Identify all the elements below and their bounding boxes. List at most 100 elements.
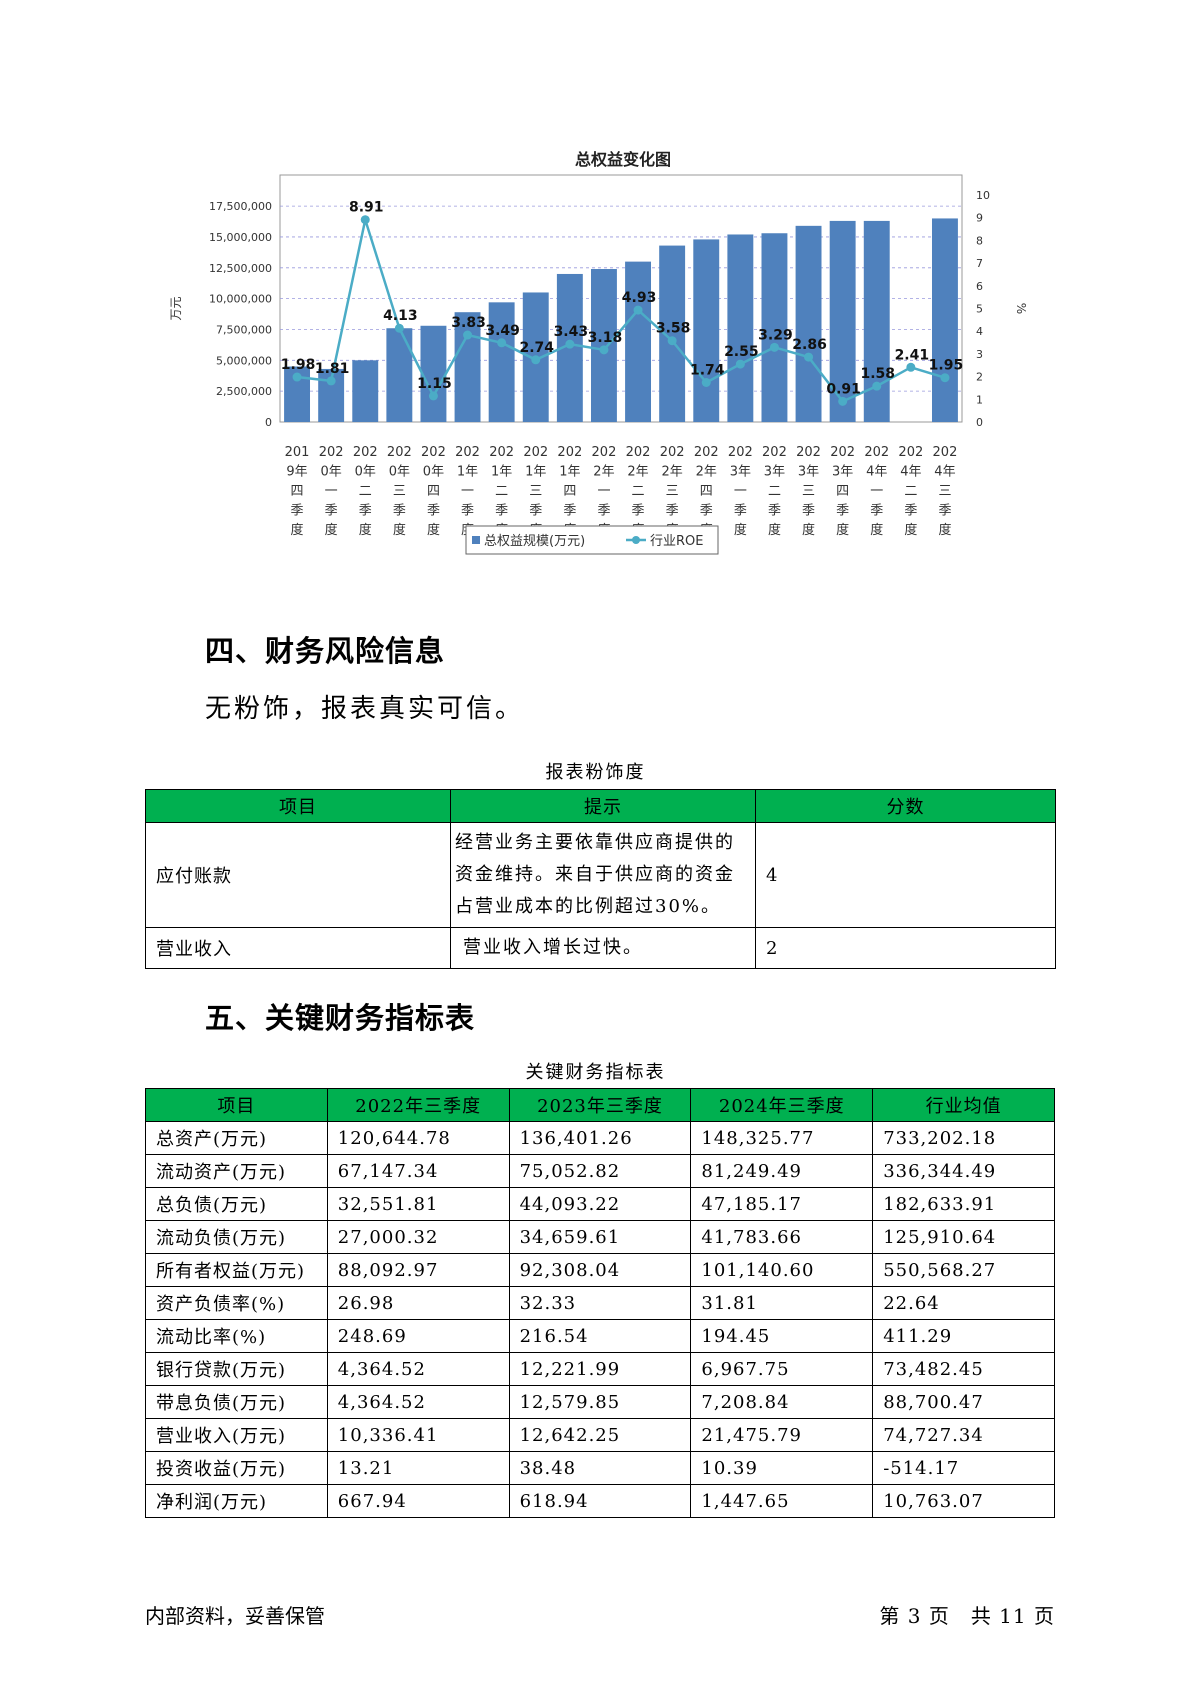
metric-value: 21,475.79	[690, 1418, 874, 1452]
header-cell: 分数	[755, 789, 1056, 823]
header-cell: 项目	[145, 789, 451, 823]
metric-value: 216.54	[508, 1319, 692, 1353]
x-tick-label: 季	[836, 504, 849, 519]
y2-tick-label: 7	[976, 257, 983, 270]
bar	[352, 360, 379, 422]
roe-data-label: 1.15	[417, 376, 452, 392]
x-tick-label: 202	[728, 445, 753, 460]
metric-value: 148,325.77	[690, 1121, 874, 1155]
footer-confidential: 内部资料，妥善保管	[145, 1604, 325, 1628]
y-tick-label: 10,000,000	[209, 293, 272, 306]
section-5-heading: 五、关键财务指标表	[205, 1001, 476, 1035]
risk-table: 项目 提示 分数 应付账款 经营业务主要依靠供应商提供的资金维持。来自于供应商的…	[145, 789, 1056, 969]
metric-value: 31.81	[690, 1286, 874, 1320]
x-tick-label: 202	[455, 445, 480, 460]
x-tick-label: 二	[632, 484, 645, 499]
x-tick-label: 度	[325, 522, 338, 538]
metric-value: 667.94	[326, 1484, 510, 1518]
x-tick-label: 季	[325, 504, 338, 519]
x-tick-label: 季	[802, 504, 815, 519]
chart-title: 总权益变化图	[575, 150, 671, 169]
table-row: 总资产(万元) 120,644.78 136,401.26 148,325.77 733…	[145, 1121, 1055, 1155]
header-cell: 提示	[450, 789, 756, 823]
risk-tip: 经营业务主要依靠供应商提供的资金维持。来自于供应商的资金占营业成本的比例超过30…	[450, 822, 756, 928]
roe-point	[633, 305, 643, 315]
x-tick-label: 3年	[764, 465, 785, 480]
bar	[931, 218, 958, 422]
metric-value: 101,140.60	[690, 1253, 874, 1287]
roe-data-label: 1.95	[929, 358, 964, 374]
x-tick-label: 二	[768, 484, 781, 499]
metric-value: 618.94	[508, 1484, 692, 1518]
x-tick-label: 季	[291, 504, 304, 519]
x-tick-label: 季	[393, 504, 406, 519]
metric-value: 733,202.18	[872, 1121, 1055, 1155]
header-cell: 2023年三季度	[508, 1088, 692, 1122]
roe-data-label: 3.18	[588, 330, 623, 346]
x-tick-label: 4年	[866, 465, 887, 480]
x-tick-label: 度	[938, 522, 951, 538]
roe-data-label: 3.43	[554, 324, 589, 340]
risk-item: 应付账款	[145, 822, 451, 928]
x-tick-label: 一	[870, 484, 883, 499]
table-row: 流动比率(%) 248.69 216.54 194.45 411.29	[145, 1319, 1055, 1353]
x-tick-label: 度	[802, 522, 815, 538]
roe-point	[428, 391, 438, 401]
y2-tick-label: 4	[976, 325, 983, 338]
header-cell: 2024年三季度	[690, 1088, 874, 1122]
roe-point	[292, 372, 302, 382]
x-tick-label: 2年	[627, 465, 648, 480]
x-tick-label: 一	[461, 484, 474, 499]
x-tick-label: 3年	[832, 465, 853, 480]
metric-value: 73,482.45	[872, 1352, 1055, 1386]
metric-name: 投资收益(万元)	[145, 1451, 328, 1485]
metric-name: 净利润(万元)	[145, 1484, 328, 1518]
roe-point	[463, 330, 473, 340]
x-tick-label: 202	[592, 445, 617, 460]
x-tick-label: 一	[734, 484, 747, 499]
metric-name: 总负债(万元)	[145, 1187, 328, 1221]
roe-data-label: 1.98	[281, 357, 316, 373]
metric-value: 32.33	[508, 1286, 692, 1320]
x-tick-label: 季	[938, 504, 951, 519]
legend-swatch-point	[632, 536, 640, 544]
bar	[420, 325, 447, 422]
table-row: 所有者权益(万元) 88,092.97 92,308.04 101,140.60 550…	[145, 1253, 1055, 1287]
roe-data-label: 4.13	[383, 308, 418, 324]
metric-value: 10,763.07	[872, 1484, 1055, 1518]
bar	[386, 328, 413, 422]
table-row: 资产负债率(%) 26.98 32.33 31.81 22.64	[145, 1286, 1055, 1320]
x-tick-label: 季	[529, 504, 542, 519]
table-row: 应付账款 经营业务主要依靠供应商提供的资金维持。来自于供应商的资金占营业成本的比…	[145, 822, 1056, 928]
metric-name: 资产负债率(%)	[145, 1286, 328, 1320]
x-tick-label: 度	[359, 522, 372, 538]
x-tick-label: 季	[700, 504, 713, 519]
y2-tick-label: 0	[976, 416, 983, 429]
metric-value: 10.39	[690, 1451, 874, 1485]
metric-value: 74,727.34	[872, 1418, 1055, 1452]
roe-point	[872, 381, 882, 391]
metric-value: -514.17	[872, 1451, 1055, 1485]
metric-name: 总资产(万元)	[145, 1121, 328, 1155]
table-row: 营业收入(万元) 10,336.41 12,642.25 21,475.79 74,72…	[145, 1418, 1055, 1452]
x-tick-label: 四	[700, 484, 713, 499]
metric-value: 41,783.66	[690, 1220, 874, 1254]
y2-tick-label: 5	[976, 303, 983, 316]
metric-name: 带息负债(万元)	[145, 1385, 328, 1419]
metric-value: 136,401.26	[508, 1121, 692, 1155]
y-tick-label: 5,000,000	[216, 354, 272, 367]
roe-point	[326, 376, 336, 386]
risk-item: 营业收入	[145, 927, 451, 969]
risk-table-header: 项目 提示 分数	[145, 789, 1056, 823]
x-tick-label: 201	[285, 445, 310, 460]
roe-point	[565, 339, 575, 349]
metric-value: 550,568.27	[872, 1253, 1055, 1287]
table-row: 带息负债(万元) 4,364.52 12,579.85 7,208.84 88,700.…	[145, 1385, 1055, 1419]
x-tick-label: 3年	[730, 465, 751, 480]
legend-swatch-bar	[472, 536, 480, 544]
metric-value: 6,967.75	[690, 1352, 874, 1386]
metric-value: 32,551.81	[326, 1187, 510, 1221]
roe-point	[940, 373, 950, 383]
roe-point	[599, 345, 609, 355]
metric-value: 248.69	[326, 1319, 510, 1353]
